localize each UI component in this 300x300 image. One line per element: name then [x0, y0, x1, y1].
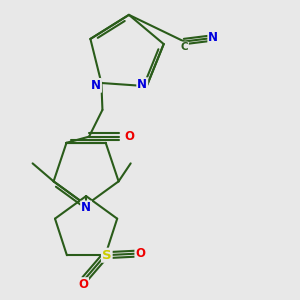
Text: N: N	[91, 79, 101, 92]
Text: N: N	[208, 32, 218, 44]
Text: O: O	[78, 278, 88, 291]
Text: O: O	[124, 130, 134, 143]
Text: N: N	[137, 78, 147, 91]
Text: S: S	[102, 249, 112, 262]
Text: C: C	[180, 43, 188, 52]
Text: N: N	[81, 202, 91, 214]
Text: O: O	[135, 247, 146, 260]
